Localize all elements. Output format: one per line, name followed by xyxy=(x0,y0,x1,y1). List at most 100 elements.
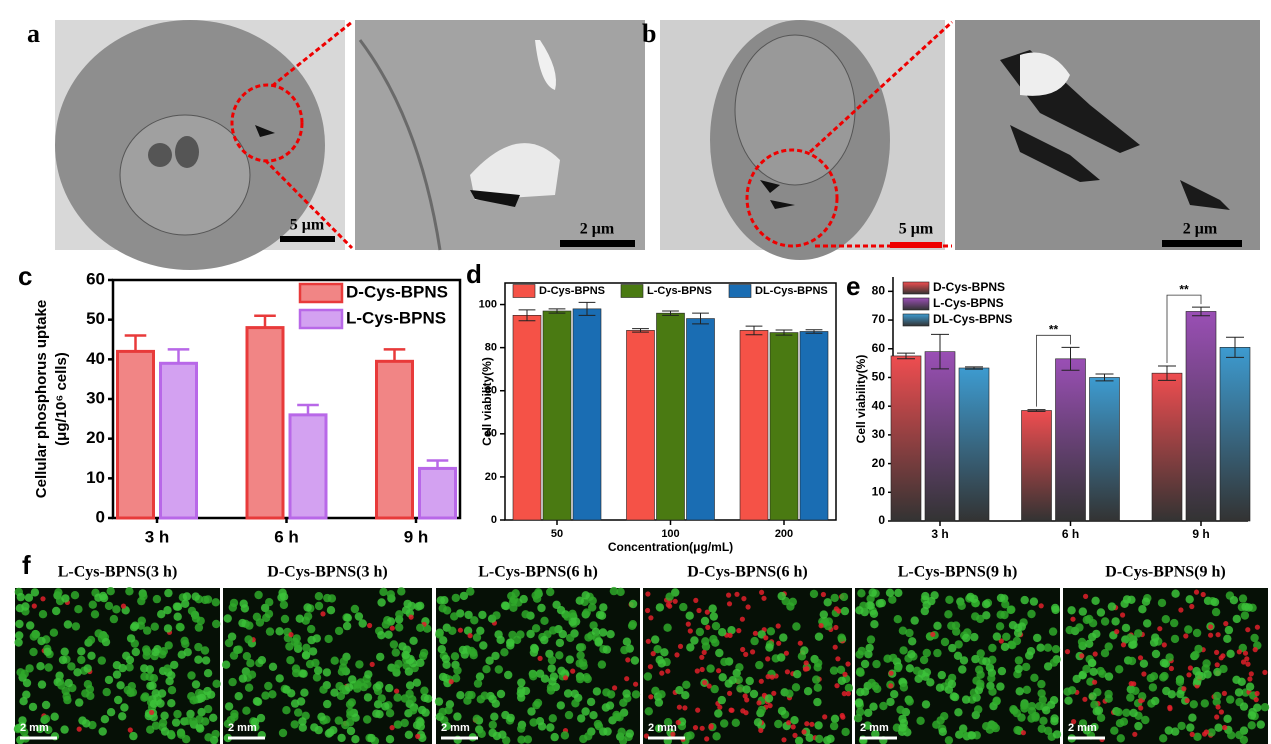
y-tick-label: 50 xyxy=(86,309,105,328)
y-tick-label: 40 xyxy=(86,349,105,368)
legend-swatch xyxy=(902,297,930,311)
panel-label: e xyxy=(846,271,860,301)
bar xyxy=(924,351,956,522)
bar xyxy=(769,332,799,521)
bar xyxy=(739,330,769,521)
error-bar xyxy=(805,329,823,334)
y-tick-label: 10 xyxy=(86,468,105,487)
legend-label: L-Cys-BPNS xyxy=(647,285,712,297)
error-bar xyxy=(167,348,190,364)
micrograph-b1 xyxy=(660,20,945,260)
y-tick-label: 30 xyxy=(86,388,105,407)
bar xyxy=(116,349,155,520)
y-tick-label: 20 xyxy=(485,471,497,483)
micrograph-a2 xyxy=(355,20,645,251)
y-axis-label-line: (μg/10⁶ cells) xyxy=(53,352,70,446)
chart: 0 10 20 30 40 50 60 3 h 6 h 9 h Cellular phosphoru… xyxy=(33,269,462,546)
fluorescence-image: 2 mm xyxy=(853,588,1062,744)
legend-label: D-Cys-BPNS xyxy=(539,285,605,297)
legend-swatch xyxy=(298,282,344,304)
legend: D-Cys-BPNS L-Cys-BPNS xyxy=(298,282,448,330)
y-axis-label-line: Cell viability(%) xyxy=(854,355,868,444)
x-axis-label: Concentration(μg/mL) xyxy=(608,540,733,554)
x-tick-label: 50 xyxy=(551,528,563,540)
y-tick-label: 60 xyxy=(872,341,886,355)
x-tick-label: 200 xyxy=(775,528,793,540)
error-bar xyxy=(1158,365,1176,381)
error-bar xyxy=(1027,409,1046,412)
significance-bracket xyxy=(1166,294,1202,363)
panel-label: a xyxy=(27,19,40,48)
scale-label: 2 μm xyxy=(580,221,615,238)
x-tick-label: 3 h xyxy=(145,527,170,546)
bar xyxy=(542,310,572,521)
bar xyxy=(375,359,414,520)
annotation: ** xyxy=(1049,323,1059,337)
error-bar xyxy=(124,334,147,352)
legend: D-Cys-BPNS L-Cys-BPNS DL-Cys-BPNS xyxy=(902,280,1012,327)
legend-label: DL-Cys-BPNS xyxy=(933,312,1012,326)
image-title: D-Cys-BPNS(6 h) xyxy=(687,564,807,581)
error-bar xyxy=(662,310,679,316)
legend-swatch xyxy=(512,284,536,298)
y-tick-label: 10 xyxy=(872,484,886,498)
y-axis-label-line: Cell viability(%) xyxy=(480,357,494,446)
image-title: L-Cys-BPNS(9 h) xyxy=(898,564,1018,581)
y-tick-label: 80 xyxy=(485,342,497,354)
legend-swatch xyxy=(620,284,644,298)
error-bar xyxy=(518,309,536,322)
zoom-guides xyxy=(230,20,954,250)
scale-label: 2 mm xyxy=(228,722,257,734)
panel-label: f xyxy=(22,550,31,580)
fluorescence-image: 2 mm xyxy=(221,587,433,744)
bar xyxy=(686,318,715,521)
y-tick-label: 30 xyxy=(872,427,886,441)
scale-label: 2 mm xyxy=(1068,722,1097,734)
y-axis-label: Cellular phosphorus uptake (μg/10⁶ cells) xyxy=(33,300,70,498)
error-bar xyxy=(1061,346,1080,371)
error-bar xyxy=(965,366,983,370)
y-tick-label: 0 xyxy=(96,507,105,526)
y-tick-label: 40 xyxy=(872,398,886,412)
error-bar xyxy=(578,301,596,316)
error-bar xyxy=(254,314,276,328)
image-title: L-Cys-BPNS(3 h) xyxy=(58,564,178,581)
scale-label: 2 mm xyxy=(860,722,889,734)
bar xyxy=(626,330,655,521)
y-axis-label: Cell viability(%) xyxy=(854,355,868,444)
legend-label: L-Cys-BPNS xyxy=(346,308,446,327)
error-bar xyxy=(1192,306,1210,317)
y-tick-label: 20 xyxy=(86,428,105,447)
error-bar xyxy=(426,459,449,469)
panel-label: c xyxy=(18,261,32,291)
bar xyxy=(1021,410,1052,522)
y-tick-label: 40 xyxy=(485,428,497,440)
chart: 0 20 40 60 80 100 50 100 200 Cell viability(%) Con… xyxy=(479,282,837,554)
y-tick-label: 0 xyxy=(491,514,497,526)
scale-label: 2 mm xyxy=(648,722,677,734)
legend-swatch xyxy=(902,281,930,295)
bar xyxy=(656,312,685,521)
error-bar xyxy=(745,325,763,336)
error-bar xyxy=(548,308,566,314)
bar xyxy=(1151,372,1183,522)
y-axis-label-line: Cellular phosphorus uptake xyxy=(33,300,50,498)
x-tick-label: 6 h xyxy=(274,527,299,546)
bar xyxy=(572,308,602,521)
fluorescence-image: 2 mm xyxy=(13,587,221,744)
bar xyxy=(1089,377,1120,522)
bar xyxy=(418,466,457,520)
scale-label: 5 μm xyxy=(290,217,325,234)
bar xyxy=(1055,358,1086,522)
error-bar xyxy=(1095,373,1114,382)
legend-label: D-Cys-BPNS xyxy=(933,280,1005,294)
y-tick-label: 70 xyxy=(872,312,886,326)
legend-swatch xyxy=(902,313,930,327)
x-tick-label: 100 xyxy=(661,528,679,540)
y-tick-label: 100 xyxy=(479,298,497,310)
annotation: ** xyxy=(1179,282,1189,296)
panel-label: d xyxy=(466,259,482,289)
chart: 0 10 20 30 40 50 60 70 80 3 h 6 h 9 h Cell viability… xyxy=(854,277,1251,541)
error-bar xyxy=(1226,336,1244,358)
